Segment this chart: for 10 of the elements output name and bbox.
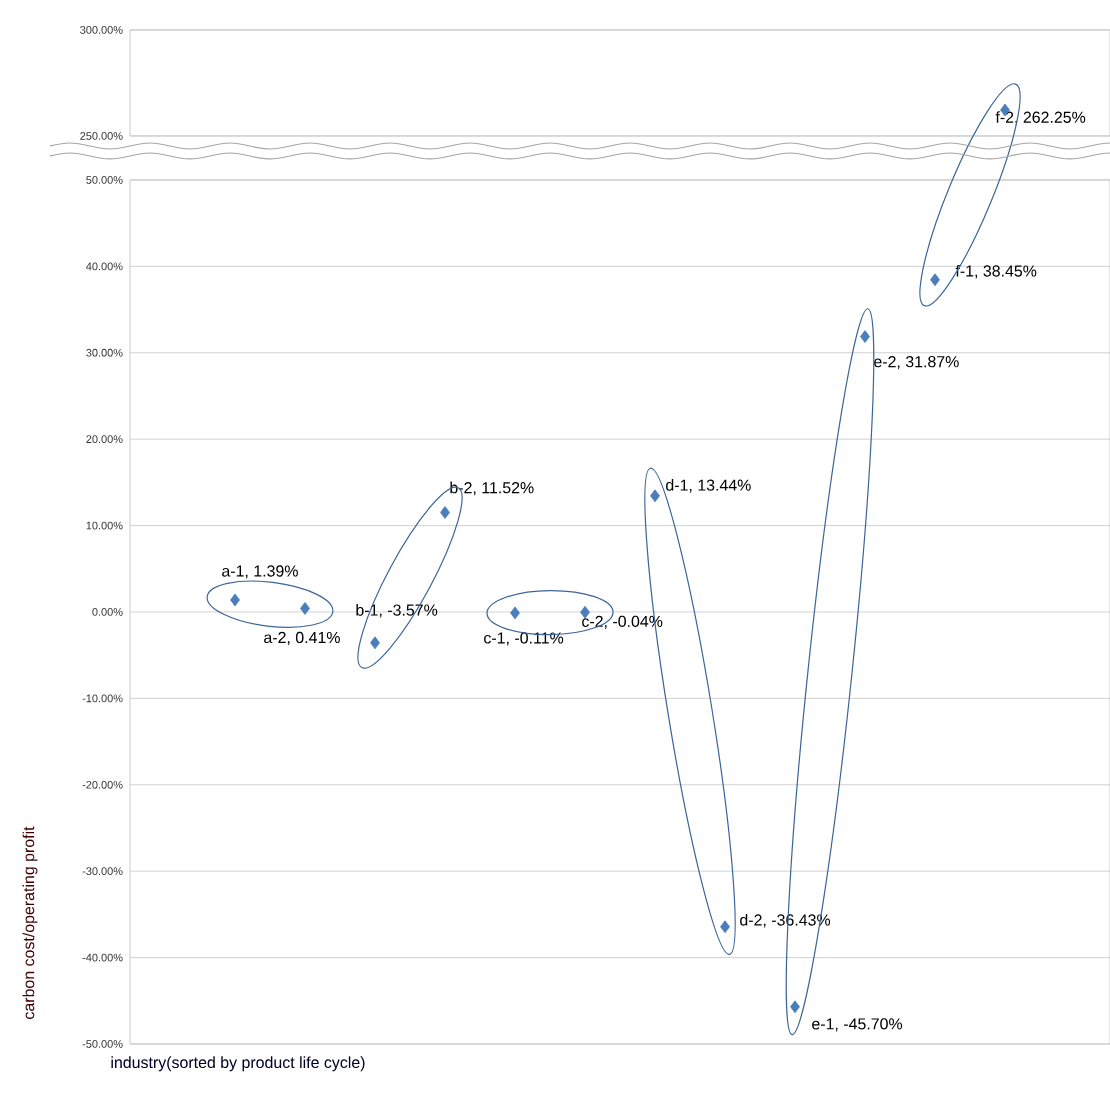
point: [300, 602, 310, 615]
point: [230, 593, 240, 607]
point: [790, 1000, 800, 1014]
point: [860, 330, 870, 343]
point: [650, 489, 660, 503]
point: [510, 606, 520, 620]
point: [440, 506, 450, 519]
point: [720, 920, 730, 934]
point: [930, 273, 940, 287]
point: [370, 636, 380, 650]
